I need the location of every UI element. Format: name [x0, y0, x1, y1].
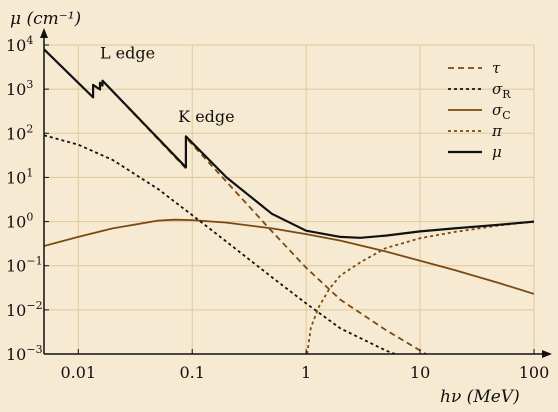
x-tick-label: 100: [519, 363, 550, 382]
legend-label-pi: π: [491, 122, 503, 140]
series-line-sigma_r: [44, 134, 396, 354]
annotation-label: K edge: [178, 107, 234, 126]
x-tick-label: 1: [301, 363, 311, 382]
legend-label-mu: μ: [492, 143, 502, 161]
x-tick-label: 10: [410, 363, 430, 382]
y-axis-label: μ (cm⁻¹): [10, 9, 81, 29]
x-gridlines: [77, 45, 535, 354]
y-tick-labels: 10−3 10−2 10−1 100 101 102 103 104: [6, 34, 49, 364]
legend-label-sigma_c: σC: [492, 101, 511, 122]
x-tick-label: 0.01: [60, 363, 96, 382]
y-tick-label: 102: [6, 122, 33, 143]
x-axis-arrow: [542, 350, 552, 358]
x-tick-labels: 0.01 0.1 1 10 100: [60, 349, 549, 382]
axes: [40, 28, 552, 358]
series-line-sigma_c: [44, 218, 534, 295]
legend-label-tau: τ: [492, 59, 501, 77]
y-tick-label: 104: [6, 34, 33, 55]
y-tick-label: 10−1: [6, 255, 43, 276]
y-tick-label: 10−3: [6, 343, 43, 364]
x-axis-label: hν (MeV): [440, 387, 520, 407]
x-tick-label: 0.1: [179, 363, 204, 382]
y-tick-label: 10−2: [6, 299, 43, 320]
plot-area: [44, 45, 534, 354]
annotations: L edge K edge: [100, 43, 235, 126]
y-tick-label: 101: [6, 166, 33, 187]
y-tick-label: 100: [6, 211, 33, 232]
legend-label-sigma_r: σR: [492, 80, 511, 101]
series-layer: [44, 48, 534, 354]
y-tick-label: 103: [6, 78, 33, 99]
annotation-label: L edge: [100, 43, 155, 62]
series-line-mu: [44, 48, 534, 239]
y-axis-arrow: [40, 28, 48, 38]
